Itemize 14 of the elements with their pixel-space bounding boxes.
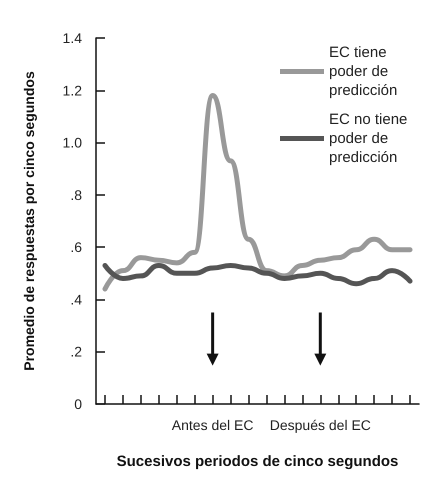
x-axis-title: Sucesivos periodos de cinco segundos <box>116 453 398 470</box>
y-tick-label: 1.2 <box>62 82 82 98</box>
legend-label: EC tiene poder de predicción <box>329 44 398 99</box>
y-tick-label: .8 <box>70 186 82 203</box>
legend-label: EC no tiene poder de predicción <box>329 111 412 166</box>
y-axis-title: Promedio de respuestas por cinco segundos <box>21 71 37 371</box>
x-tick-label: Antes del EC <box>172 417 254 433</box>
y-tick-label: 0 <box>74 396 82 412</box>
y-tick-label: 1.0 <box>62 134 82 151</box>
y-tick-label: .4 <box>70 291 82 308</box>
y-tick-label: 1.4 <box>62 30 82 46</box>
x-tick-label: Después del EC <box>270 417 371 433</box>
y-tick-label: .6 <box>70 239 82 256</box>
y-tick-label: .2 <box>70 344 82 360</box>
